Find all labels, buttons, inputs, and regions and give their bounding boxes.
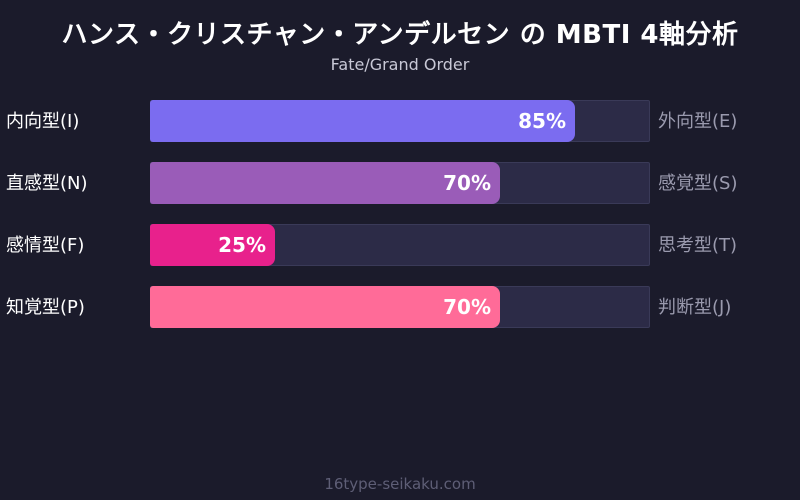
- axis-left-label: 内向型(I): [6, 111, 80, 132]
- bar-row: 直感型(N) 70% 感覚型(S): [0, 162, 800, 206]
- axis-right-label: 思考型(T): [658, 235, 738, 256]
- bar-row: 内向型(I) 85% 外向型(E): [0, 100, 800, 144]
- bar-fill: [150, 224, 275, 266]
- axis-left-label: 感情型(F): [6, 235, 85, 256]
- footer-source: 16type-seikaku.com: [324, 475, 476, 493]
- chart-subtitle: Fate/Grand Order: [330, 55, 470, 74]
- axis-left-label: 知覚型(P): [6, 297, 85, 318]
- axis-left-label: 直感型(N): [6, 173, 88, 194]
- bar-value-label: 70%: [443, 171, 491, 195]
- bar-value-label: 85%: [518, 109, 566, 133]
- bar-value-label: 70%: [443, 295, 491, 319]
- chart-title: ハンス・クリスチャン・アンデルセン の MBTI 4軸分析: [61, 20, 739, 50]
- axis-right-label: 感覚型(S): [658, 173, 738, 194]
- bar-row: 感情型(F) 25% 思考型(T): [0, 224, 800, 268]
- axis-right-label: 外向型(E): [658, 111, 738, 132]
- bar-fill: [150, 286, 500, 328]
- bar-fill: [150, 162, 500, 204]
- bar-fill: [150, 100, 575, 142]
- bar-value-label: 25%: [218, 233, 266, 257]
- bar-row: 知覚型(P) 70% 判断型(J): [0, 286, 800, 330]
- axis-right-label: 判断型(J): [658, 297, 732, 318]
